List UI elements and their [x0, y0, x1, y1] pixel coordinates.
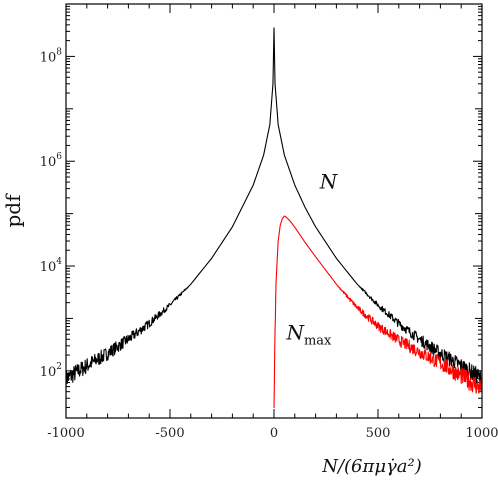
y-tick-labels: 102 104 106 108 — [40, 47, 63, 379]
x-axis-label: N/(6πμγ̇a²) — [321, 456, 422, 477]
series-label-n: N — [319, 170, 339, 194]
y-tick-label: 106 — [40, 152, 63, 170]
x-tick-label: -1000 — [47, 426, 84, 441]
series-label-nmax: Nmax — [285, 320, 332, 348]
series-label-nmax-sub: max — [304, 333, 332, 348]
x-tick-label: 1000 — [465, 426, 498, 441]
series-label-nmax-main: N — [285, 320, 305, 344]
y-tick-label: 102 — [40, 362, 62, 380]
plot-frame — [65, 3, 483, 419]
axis-ticks — [65, 4, 483, 418]
y-axis-label: pdf — [1, 193, 25, 228]
x-tick-label: -500 — [155, 426, 184, 441]
x-tick-label: 0 — [270, 426, 278, 441]
y-tick-label: 108 — [40, 47, 63, 65]
y-tick-label: 104 — [40, 257, 63, 275]
x-tick-label: 500 — [366, 426, 391, 441]
series-line-n — [65, 27, 483, 389]
series-layer — [65, 27, 483, 408]
x-tick-labels: -1000 -500 0 500 1000 — [47, 426, 498, 441]
series-line-nmax — [273, 215, 483, 408]
